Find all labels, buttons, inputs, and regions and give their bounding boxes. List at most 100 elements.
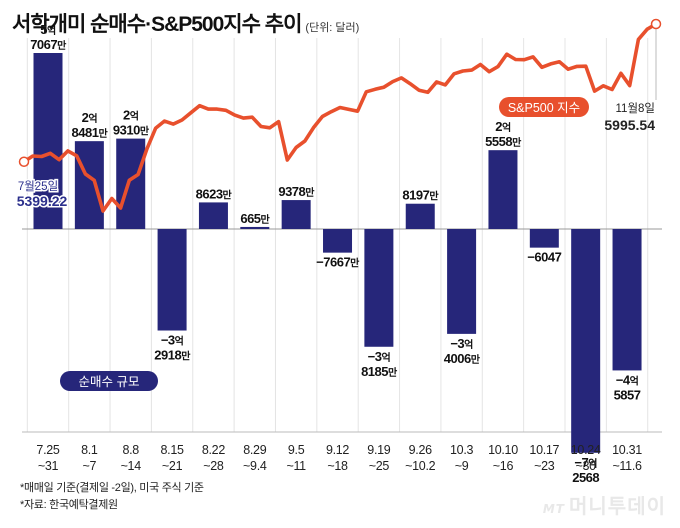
value-label-number: 8623 — [196, 186, 223, 201]
start-date-label: 7월25일 — [18, 179, 58, 193]
sp500-series — [18, 18, 662, 213]
value-label: −3억 — [450, 336, 473, 351]
value-label-unit: 만 — [140, 125, 150, 138]
value-label-number: −7 — [574, 455, 588, 470]
value-label: 2억 — [82, 110, 98, 125]
net-buy-legend-text: 순매수 규모 — [79, 375, 140, 389]
bar-8.1~7 — [74, 141, 104, 229]
x-tick-label: ~18 — [327, 459, 348, 473]
x-tick-label: 10.31 — [612, 443, 642, 457]
value-label: 8197만 — [402, 188, 439, 203]
value-label-unit: 만 — [305, 186, 315, 199]
value-label-unit: 만 — [223, 188, 233, 201]
sp500-legend-text: S&P500 지수 — [508, 101, 580, 115]
value-label: 2억 — [123, 108, 139, 123]
value-label-unit: 억 — [381, 352, 390, 364]
value-label-unit: 억 — [630, 375, 639, 387]
value-label: −3억 — [368, 349, 391, 364]
x-tick-label: ~28 — [203, 459, 224, 473]
x-tick-label: ~23 — [534, 459, 555, 473]
value-label-number: 9378 — [278, 184, 305, 199]
logo-text: 머니투데이 — [569, 494, 666, 518]
value-label-unit: 만 — [261, 213, 271, 226]
value-label-number: 5558 — [485, 134, 512, 149]
publisher-logo: MT 머니투데이 — [543, 490, 666, 519]
sp500-line — [22, 22, 658, 213]
value-label-number: 4006 — [444, 351, 471, 366]
x-tick-label: 9.5 — [288, 443, 305, 457]
value-label: 5억 — [40, 22, 56, 37]
value-label-number: 2918 — [154, 348, 181, 363]
value-label-number: 9310 — [113, 123, 140, 138]
value-label: 7067만 — [30, 37, 67, 52]
bar-8.29~9.4 — [240, 226, 270, 229]
bar-9.5~11 — [281, 200, 311, 229]
x-tick-label: 8.1 — [81, 443, 98, 457]
x-tick-label: ~16 — [493, 459, 514, 473]
x-tick-label: 9.26 — [409, 443, 432, 457]
x-tick-label: ~7 — [83, 459, 97, 473]
bar-9.12~18 — [323, 229, 353, 253]
sp500-legend-pill — [499, 97, 589, 117]
value-label-number: 7067 — [30, 37, 57, 52]
x-tick-label: ~10.2 — [405, 459, 435, 473]
x-tick-label: 9.19 — [367, 443, 390, 457]
chart-title: 서학개미 순매수·S&P500지수 추이 (단위: 달러) — [12, 8, 359, 38]
x-tick-label: ~31 — [38, 459, 59, 473]
bar-10.3~9 — [447, 229, 477, 334]
start-value-label: 5399.22 — [17, 193, 68, 209]
value-label-unit: 억 — [175, 336, 184, 348]
value-label: 5857 — [614, 387, 641, 402]
bar-9.19~25 — [364, 229, 394, 347]
bar-10.17~23 — [529, 229, 559, 248]
value-label-number: 8197 — [402, 188, 429, 203]
value-label: 2918만 — [154, 348, 191, 363]
footnote-basis: *매매일 기준(결제일 -2일), 미국 주식 기준 — [20, 482, 204, 494]
x-tick-label: 8.15 — [161, 443, 184, 457]
value-label-unit: 만 — [98, 127, 108, 140]
chart-title-text: 서학개미 순매수·S&P500지수 추이 — [12, 13, 302, 36]
value-label: −4억 — [616, 372, 639, 387]
footnote-source: *자료: 한국예탁결제원 — [20, 499, 118, 511]
value-label-unit: 만 — [471, 353, 481, 366]
end-value-label: 5995.54 — [604, 117, 655, 133]
value-label-number: 2 — [495, 119, 502, 134]
value-label-unit: 만 — [57, 39, 67, 52]
bar-7.25~31 — [33, 53, 63, 229]
value-labels: 5억7067만2억8481만2억9310만−3억2918만8623만665만93… — [15, 22, 655, 485]
x-tick-label: 10.3 — [450, 443, 473, 457]
x-tick-label: ~9.4 — [243, 459, 267, 473]
x-tick-label: 9.12 — [326, 443, 349, 457]
x-tick-label: ~30 — [576, 459, 597, 473]
x-tick-label: ~11.6 — [612, 459, 642, 473]
value-label-unit: 만 — [429, 190, 439, 203]
x-tick-label: ~9 — [455, 459, 469, 473]
value-label-number: 665 — [240, 211, 260, 226]
x-tick-label: 8.29 — [243, 443, 266, 457]
bar-8.15~21 — [157, 229, 187, 331]
footnotes: *매매일 기준(결제일 -2일), 미국 주식 기준 *자료: 한국예탁결제원 — [20, 480, 204, 514]
x-tick-label: ~14 — [121, 459, 142, 473]
value-label-unit: 억 — [47, 25, 56, 37]
bar-9.26~10.2 — [405, 203, 435, 229]
unit-label: (단위: 달러) — [305, 22, 360, 34]
value-label: 2억 — [495, 119, 511, 134]
x-tick-label: 8.8 — [122, 443, 139, 457]
value-label: 9378만 — [278, 184, 315, 199]
x-tick-label: 10.17 — [529, 443, 559, 457]
value-label: −7억 — [574, 455, 597, 470]
x-tick-label: 10.10 — [488, 443, 518, 457]
value-label-number: −3 — [161, 333, 175, 348]
bar-series — [33, 53, 642, 453]
value-label: −7667만 — [316, 255, 360, 270]
value-label: −3억 — [161, 333, 184, 348]
value-label: 8185만 — [361, 364, 398, 379]
value-label-unit: 억 — [130, 111, 139, 123]
value-label: 2568 — [572, 470, 599, 485]
bar-10.31~11.6 — [612, 229, 642, 371]
x-tick-label: 10.24 — [571, 443, 601, 457]
value-label-unit: 만 — [350, 257, 360, 270]
bar-8.8~14 — [116, 138, 146, 229]
